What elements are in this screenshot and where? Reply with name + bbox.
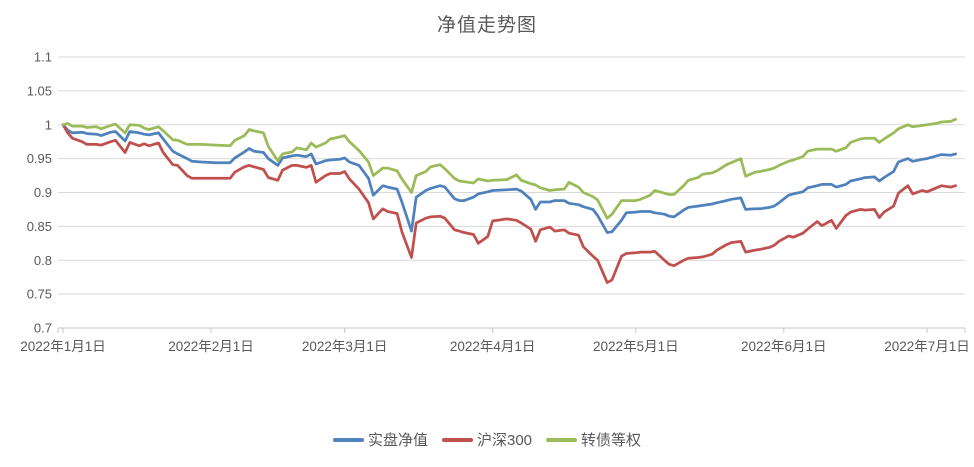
x-tick-label: 2022年5月1日	[593, 339, 679, 354]
legend-item-shipan: 实盘净值	[332, 429, 428, 450]
legend-item-hushen300: 沪深300	[441, 429, 533, 450]
chart-title: 净值走势图	[436, 15, 537, 36]
series-line-swatch-green	[546, 437, 578, 442]
x-tick-label: 2022年4月1日	[450, 339, 536, 354]
y-tick-label: 0.8	[34, 253, 52, 268]
chart-legend: 实盘净值 沪深300 转债等权	[0, 429, 974, 450]
y-tick-label: 0.75	[27, 287, 52, 302]
series-line-转债等权	[61, 117, 957, 220]
legend-label: 转债等权	[581, 432, 642, 449]
series-line-swatch-blue	[332, 437, 364, 442]
y-tick-label: 0.7	[34, 321, 52, 336]
legend-item-zhuanzhai: 转债等权	[546, 429, 641, 450]
y-tick-label: 0.85	[27, 219, 52, 234]
y-tick-label: 1.05	[27, 83, 52, 98]
x-tick-label: 2022年1月1日	[20, 339, 106, 354]
x-tick-label: 2022年2月1日	[168, 339, 254, 354]
x-tick-label: 2022年3月1日	[302, 339, 388, 354]
series-line-实盘净值	[61, 123, 957, 234]
legend-label: 实盘净值	[367, 432, 428, 449]
y-tick-label: 0.95	[27, 151, 52, 166]
y-tick-label: 1	[45, 117, 52, 132]
x-tick-label: 2022年6月1日	[741, 339, 827, 354]
y-tick-label: 1.1	[34, 50, 52, 65]
x-tick-label: 2022年7月1日	[884, 339, 970, 354]
legend-label: 沪深300	[476, 432, 533, 449]
series-line-swatch-red	[441, 437, 473, 442]
y-tick-label: 0.9	[34, 185, 52, 200]
series-line-沪深300	[61, 123, 957, 284]
